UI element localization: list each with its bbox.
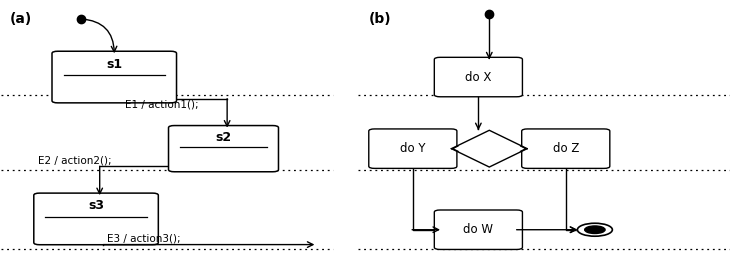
FancyBboxPatch shape (169, 126, 279, 172)
Text: do W: do W (463, 223, 493, 236)
Text: s3: s3 (88, 199, 104, 212)
Circle shape (577, 223, 613, 236)
Text: E3 / action3();: E3 / action3(); (107, 234, 181, 244)
Text: s1: s1 (106, 58, 122, 70)
Polygon shape (452, 130, 527, 167)
FancyBboxPatch shape (368, 129, 457, 168)
Text: E2 / action2();: E2 / action2(); (38, 155, 111, 165)
FancyBboxPatch shape (522, 129, 610, 168)
FancyBboxPatch shape (434, 57, 523, 97)
Text: s2: s2 (216, 131, 232, 144)
Text: do X: do X (465, 70, 491, 84)
FancyBboxPatch shape (52, 51, 176, 103)
Text: (b): (b) (369, 12, 392, 26)
Text: E1 / action1();: E1 / action1(); (125, 99, 199, 109)
FancyBboxPatch shape (34, 193, 159, 245)
Text: do Z: do Z (553, 142, 579, 155)
Text: do Y: do Y (400, 142, 425, 155)
FancyBboxPatch shape (434, 210, 523, 250)
Text: (a): (a) (10, 12, 32, 26)
Circle shape (585, 226, 605, 233)
